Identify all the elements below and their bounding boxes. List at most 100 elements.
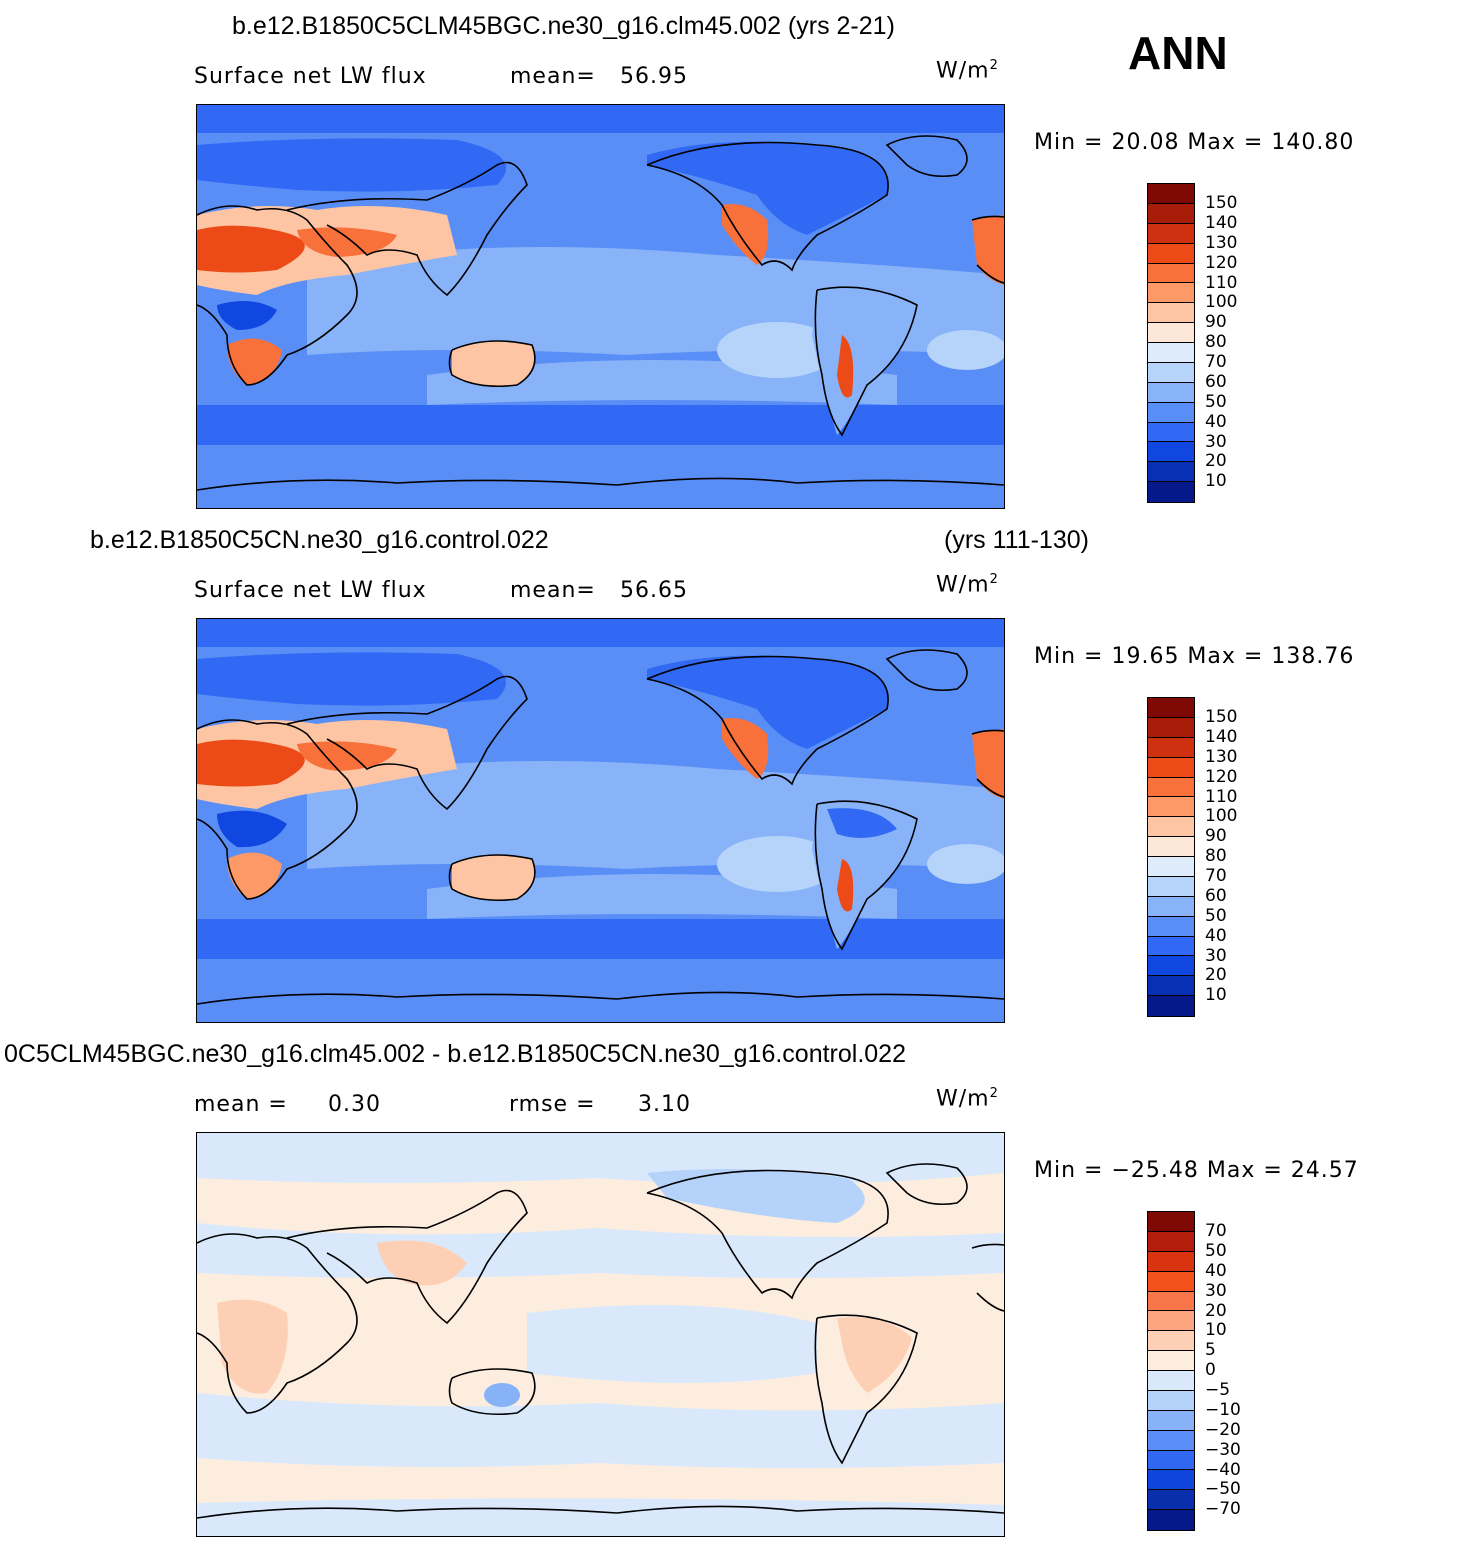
colorbar-tick-label: 40: [1205, 411, 1227, 432]
colorbar-tick-label: 130: [1205, 232, 1238, 253]
colorbar-swatch: [1148, 1251, 1194, 1272]
colorbar-tick-label: −30: [1205, 1439, 1241, 1460]
colorbar-tick-label: 10: [1205, 471, 1227, 492]
colorbar-tick-label: 140: [1205, 212, 1238, 233]
colorbar-swatch: [1148, 1311, 1194, 1332]
colorbar-tick-label: 60: [1205, 371, 1227, 392]
colorbar-swatch: [1148, 717, 1194, 738]
colorbar-tick-label: 20: [1205, 1300, 1227, 1321]
panel2-minmax: Min = 19.65 Max = 138.76: [1034, 644, 1355, 669]
panel1-map: [196, 104, 1005, 509]
colorbar-tick-label: 30: [1205, 431, 1227, 452]
colorbar-tick-label: 30: [1205, 1280, 1227, 1301]
colorbar-tick-label: 20: [1205, 451, 1227, 472]
colorbar-tick-label: −40: [1205, 1459, 1241, 1480]
panel1-minmax: Min = 20.08 Max = 140.80: [1034, 130, 1355, 155]
colorbar-swatch: [1148, 797, 1194, 818]
colorbar-tick-label: 5: [1205, 1340, 1216, 1361]
colorbar-tick-label: 70: [1205, 866, 1227, 886]
colorbar-tick-label: 120: [1205, 766, 1238, 787]
colorbar-swatch: [1148, 876, 1194, 897]
colorbar-tick-label: 110: [1205, 272, 1238, 293]
colorbar-tick-label: 140: [1205, 726, 1238, 747]
colorbar-swatch: [1148, 698, 1194, 718]
colorbar-swatch: [1148, 243, 1194, 264]
colorbar-swatch: [1148, 936, 1194, 957]
colorbar-tick-label: −70: [1205, 1499, 1241, 1520]
colorbar-swatch: [1148, 1490, 1194, 1511]
colorbar-swatch: [1148, 837, 1194, 857]
colorbar-swatch: [1148, 422, 1194, 443]
colorbar-swatch: [1148, 1291, 1194, 1312]
colorbar-swatch: [1148, 1510, 1194, 1530]
panel1-title: b.e12.B1850C5CLM45BGC.ne30_g16.clm45.002…: [232, 12, 895, 40]
colorbar-tick-label: −10: [1205, 1399, 1241, 1420]
colorbar-swatch: [1148, 916, 1194, 937]
colorbar-tick-label: 120: [1205, 252, 1238, 273]
panel2-map: [196, 618, 1005, 1023]
colorbar-tick-label: −20: [1205, 1419, 1241, 1440]
panel3-map: [196, 1132, 1005, 1537]
panel2-colorbar: [1147, 697, 1195, 1017]
colorbar-swatch: [1148, 777, 1194, 798]
colorbar-swatch: [1148, 1331, 1194, 1352]
colorbar-tick-label: 90: [1205, 826, 1227, 847]
colorbar-swatch: [1148, 956, 1194, 977]
season-label: ANN: [1128, 27, 1228, 79]
colorbar-tick-label: 90: [1205, 312, 1227, 333]
colorbar-swatch: [1148, 1371, 1194, 1391]
colorbar-tick-label: 20: [1205, 965, 1227, 986]
panel3-rmse-value: 3.10: [638, 1092, 691, 1117]
colorbar-swatch: [1148, 223, 1194, 244]
colorbar-tick-label: 10: [1205, 985, 1227, 1006]
colorbar-swatch: [1148, 757, 1194, 778]
colorbar-tick-label: 80: [1205, 846, 1227, 867]
panel2-mean-value: 56.65: [620, 578, 688, 603]
panel1-variable: Surface net LW flux: [194, 64, 427, 89]
colorbar-swatch: [1148, 976, 1194, 997]
colorbar-swatch: [1148, 1470, 1194, 1491]
colorbar-swatch: [1148, 1212, 1194, 1232]
colorbar-swatch: [1148, 1390, 1194, 1411]
colorbar-tick-label: 0: [1205, 1360, 1216, 1381]
panel1-mean-value: 56.95: [620, 64, 688, 89]
colorbar-swatch: [1148, 482, 1194, 502]
panel2-title: b.e12.B1850C5CN.ne30_g16.control.022: [90, 526, 549, 554]
colorbar-swatch: [1148, 442, 1194, 463]
colorbar-swatch: [1148, 382, 1194, 403]
colorbar-swatch: [1148, 362, 1194, 383]
colorbar-swatch: [1148, 303, 1194, 324]
panel1-colorbar: [1147, 183, 1195, 503]
panel3-colorbar: [1147, 1211, 1195, 1531]
colorbar-swatch: [1148, 203, 1194, 224]
colorbar-swatch: [1148, 1271, 1194, 1292]
colorbar-tick-label: −5: [1205, 1380, 1231, 1400]
colorbar-swatch: [1148, 1410, 1194, 1431]
colorbar-swatch: [1148, 343, 1194, 363]
colorbar-swatch: [1148, 323, 1194, 343]
colorbar-swatch: [1148, 462, 1194, 483]
colorbar-tick-label: 10: [1205, 1320, 1227, 1341]
colorbar-tick-label: 40: [1205, 1260, 1227, 1281]
panel3-units: W/m2: [936, 1086, 999, 1112]
colorbar-swatch: [1148, 1351, 1194, 1371]
colorbar-tick-label: 130: [1205, 746, 1238, 767]
colorbar-swatch: [1148, 1231, 1194, 1252]
panel3-title: 0C5CLM45BGC.ne30_g16.clm45.002 - b.e12.B…: [4, 1040, 906, 1068]
panel3-mean-label: mean =: [194, 1092, 288, 1117]
colorbar-tick-label: 50: [1205, 391, 1227, 412]
colorbar-tick-label: 100: [1205, 292, 1238, 313]
colorbar-swatch: [1148, 263, 1194, 284]
colorbar-tick-label: 70: [1205, 352, 1227, 372]
colorbar-tick-label: 110: [1205, 786, 1238, 807]
colorbar-tick-label: 100: [1205, 806, 1238, 827]
colorbar-tick-label: −50: [1205, 1479, 1241, 1500]
panel1-units: W/m2: [936, 58, 999, 84]
colorbar-tick-label: 70: [1205, 1221, 1227, 1241]
colorbar-swatch: [1148, 402, 1194, 423]
panel3-minmax: Min = −25.48 Max = 24.57: [1034, 1158, 1359, 1183]
panel1-mean-label: mean=: [510, 64, 596, 89]
colorbar-swatch: [1148, 283, 1194, 304]
colorbar-swatch: [1148, 1430, 1194, 1451]
colorbar-swatch: [1148, 184, 1194, 204]
